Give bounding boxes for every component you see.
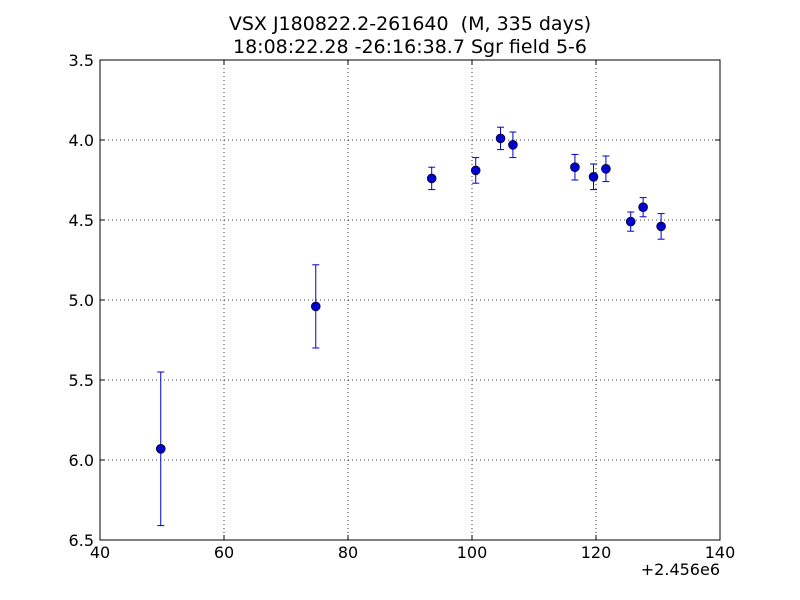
y-tick-label: 5.5 — [69, 371, 94, 390]
x-tick-label: 120 — [581, 543, 612, 562]
data-point — [508, 140, 518, 150]
x-tick-label: 140 — [705, 543, 736, 562]
y-tick-label: 4.0 — [69, 131, 94, 150]
plot-area: 40 60 80 100 120 140 3.5 4.0 4.5 5.0 5.5 6.0 6.5 — [69, 51, 736, 562]
data-point — [588, 172, 599, 182]
data-point — [638, 202, 648, 212]
data-point — [601, 164, 611, 174]
y-tick-label: 3.5 — [69, 51, 94, 70]
data-point — [426, 173, 437, 184]
chart-title: VSX J180822.2-261640 (M, 335 days) — [229, 13, 591, 35]
y-tick-label: 6.5 — [69, 531, 94, 550]
data-point — [656, 221, 666, 232]
data-point — [570, 162, 580, 172]
y-tick-label: 5.0 — [69, 291, 94, 310]
data-point — [470, 165, 481, 176]
data-point — [310, 301, 321, 312]
plot-frame — [99, 59, 721, 541]
chart-subtitle: 18:08:22.28 -26:16:38.7 Sgr field 5-6 — [233, 36, 587, 58]
x-tick-label: 80 — [338, 543, 358, 562]
data-point — [625, 216, 636, 227]
x-tick-label: 40 — [90, 543, 110, 562]
data-point — [155, 443, 166, 454]
data-point — [495, 133, 506, 144]
y-tick-label: 6.0 — [69, 451, 94, 470]
x-axis-offset-label: +2.456e6 — [641, 560, 720, 579]
x-tick-label: 100 — [457, 543, 488, 562]
y-tick-label: 4.5 — [69, 211, 94, 230]
x-tick-label: 60 — [214, 543, 234, 562]
